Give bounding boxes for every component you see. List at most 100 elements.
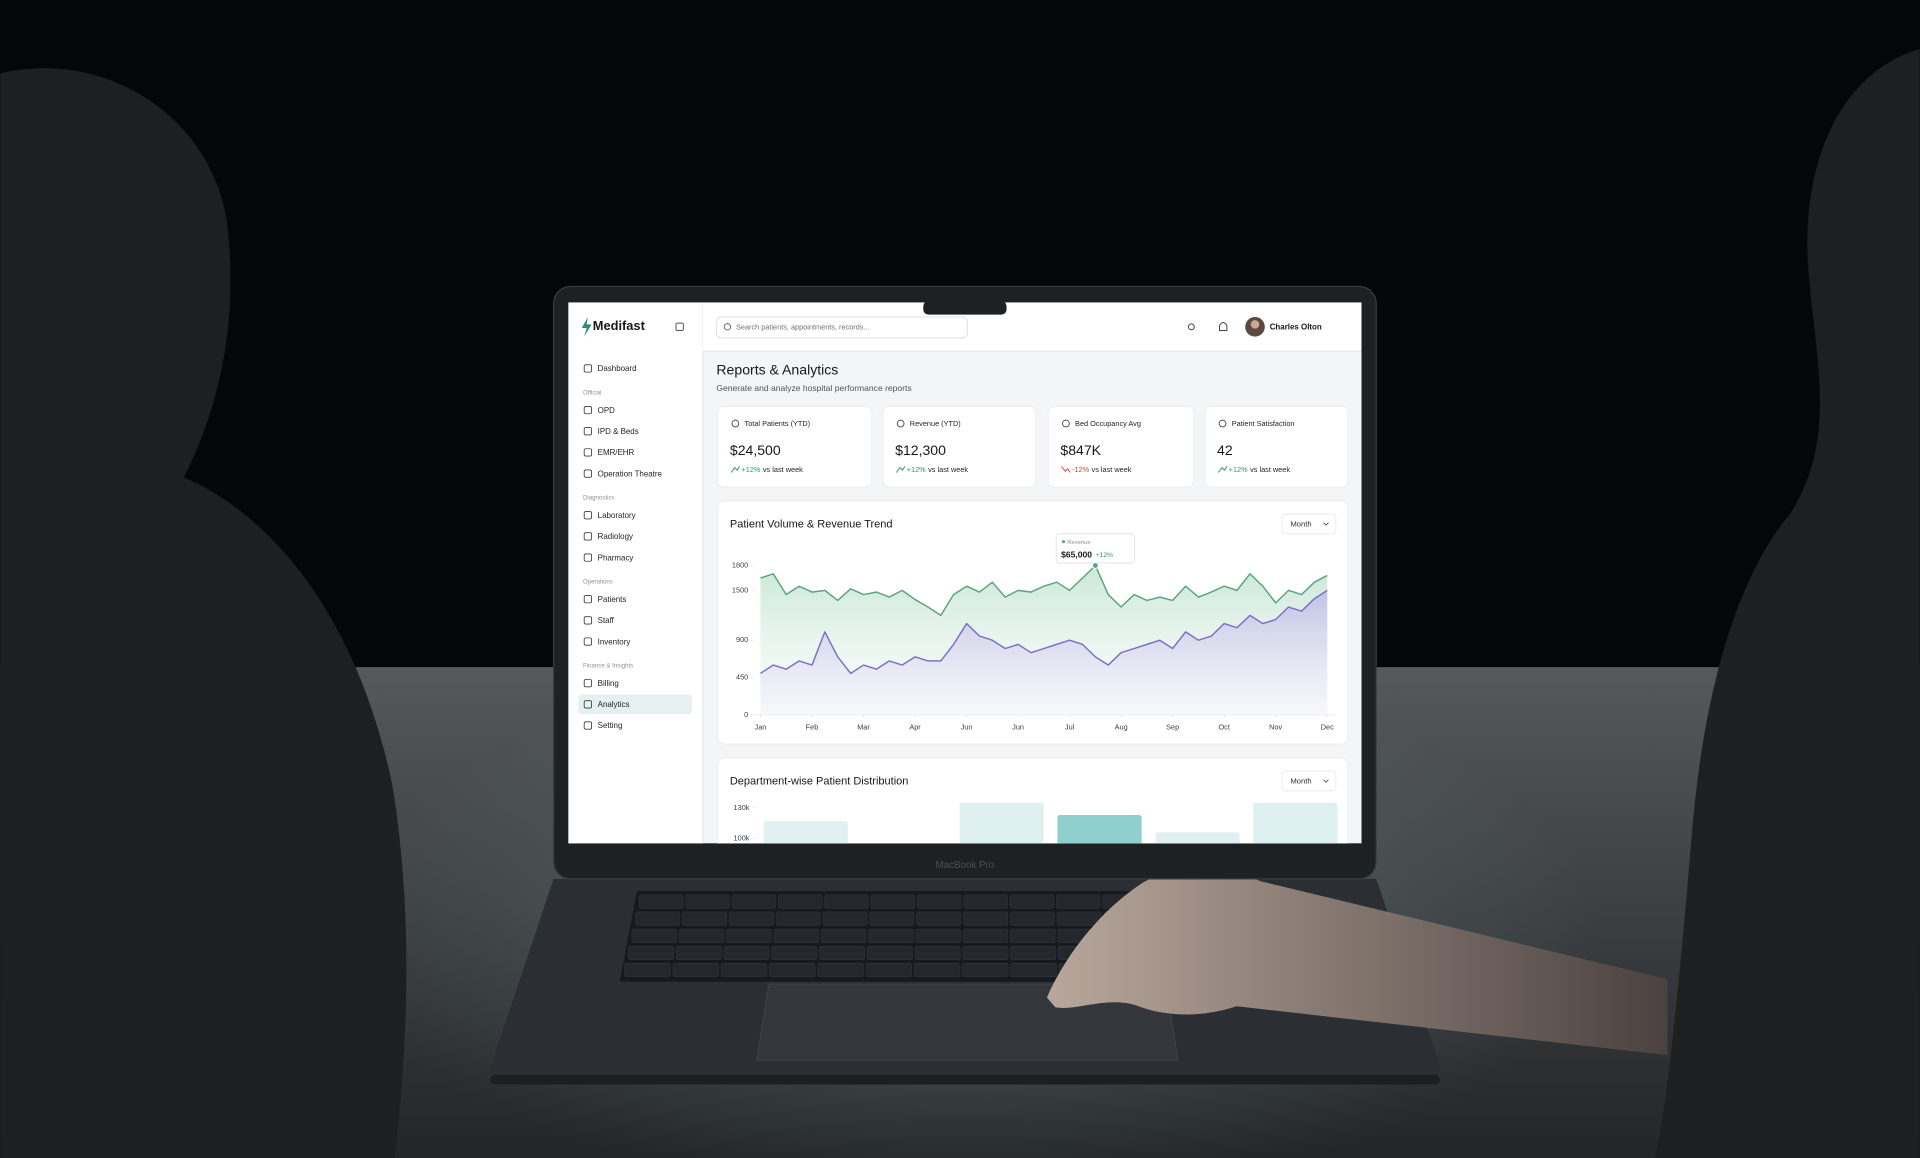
period-dropdown[interactable] [1281, 513, 1337, 535]
key [817, 963, 864, 978]
nav-icon [583, 553, 592, 562]
user-name: Charles Olton [1270, 323, 1322, 332]
x-tick-label: Mar [857, 723, 870, 732]
nav-item[interactable]: Analytics [598, 700, 630, 709]
right-person [1655, 48, 1920, 1158]
chevron [1323, 779, 1329, 783]
kpi-trend-icon [895, 466, 906, 473]
nav-icon [583, 364, 592, 373]
kpi-icon [1062, 419, 1070, 428]
nav-section: Operations [583, 579, 613, 586]
sidebar [568, 302, 703, 844]
key [635, 911, 681, 926]
trend-line [760, 589, 1328, 675]
kpi-card [1047, 405, 1195, 488]
key [914, 945, 961, 961]
key [728, 911, 774, 926]
kpi-card [1204, 405, 1349, 488]
collapse-button[interactable] [675, 322, 684, 331]
search-box[interactable] [715, 316, 968, 339]
nav-icon [583, 595, 592, 604]
nav-item[interactable]: Setting [598, 721, 623, 730]
key [1010, 928, 1056, 943]
key [773, 928, 820, 943]
tooltip-point [1091, 562, 1099, 569]
x-tick-label: Dec [1321, 723, 1334, 732]
key [726, 928, 772, 943]
nav-item[interactable]: Radiology [598, 532, 633, 541]
key [962, 945, 1009, 961]
key [678, 928, 725, 943]
nav-section: Official [583, 390, 602, 397]
x-tick-label: Sep [1166, 723, 1179, 732]
key [870, 894, 916, 909]
nav-section: Finance & Insights [583, 663, 633, 670]
key [915, 928, 961, 943]
key [775, 911, 821, 926]
laptop-label: MacBook Pro [936, 860, 995, 871]
kpi-icon [731, 419, 740, 428]
nav-item[interactable]: Billing [598, 679, 619, 688]
theme-toggle[interactable] [1187, 323, 1195, 331]
chevron [1323, 522, 1329, 526]
nav-item[interactable]: Staff [598, 616, 615, 625]
key [820, 928, 867, 943]
trend-line [760, 564, 1328, 617]
key [1056, 911, 1102, 926]
key [675, 945, 722, 961]
kpi-trend-icon [730, 466, 741, 473]
screen: Medifast Search patients, appointments, … [568, 302, 1362, 844]
period-label: Month [1291, 777, 1312, 786]
nav-icon [583, 448, 592, 457]
kpi-value: $847K [1060, 442, 1101, 458]
nav-item[interactable]: Laboratory [598, 511, 636, 520]
key [869, 911, 915, 926]
period-dropdown[interactable] [1281, 770, 1337, 792]
chart-card [717, 757, 1349, 844]
nav-icon [583, 616, 592, 625]
nav-item[interactable]: Inventory [598, 637, 631, 646]
nav-icon [583, 532, 592, 541]
nav-icon [583, 405, 592, 415]
key [624, 963, 671, 978]
x-tick-label: Aug [1115, 723, 1128, 732]
nav-item[interactable]: Operation Theatre [598, 469, 663, 478]
kpi-value: $12,300 [895, 442, 946, 458]
nav-icon [583, 511, 592, 520]
kpi-value: 42 [1217, 442, 1233, 458]
left-person [0, 68, 407, 1158]
nav-item[interactable]: OPD [598, 406, 615, 415]
key [1056, 894, 1101, 909]
bar [1057, 815, 1142, 844]
y-tick-label: 450 [736, 672, 748, 681]
key [778, 894, 823, 909]
key [1010, 963, 1057, 978]
tooltip-change: +12% [1096, 552, 1113, 559]
key [865, 963, 913, 978]
kpi-note: vs last week [1092, 465, 1132, 474]
laptop-front [489, 1074, 1440, 1085]
nav-item[interactable]: Dashboard [598, 364, 637, 373]
chart-title: Patient Volume & Revenue Trend [730, 518, 893, 530]
nav-item[interactable]: EMR/EHR [598, 448, 635, 457]
x-tick-label: Jan [755, 723, 767, 732]
kpi-label: Bed Occupancy Avg [1075, 419, 1141, 428]
nav-item[interactable]: Patients [598, 595, 627, 604]
key [963, 911, 1009, 926]
nav-icon [583, 637, 592, 646]
nav-item[interactable]: IPD & Beds [598, 427, 639, 436]
notifications[interactable] [1219, 322, 1228, 331]
x-tick-label: Feb [806, 723, 819, 732]
key [638, 894, 684, 909]
key [819, 945, 866, 961]
y-tick-label: 100k [734, 833, 750, 842]
key [868, 928, 914, 943]
nav-item[interactable]: Pharmacy [598, 553, 634, 562]
nav-icon [583, 721, 592, 730]
key [917, 894, 962, 909]
bar [763, 821, 848, 844]
key [866, 945, 913, 961]
x-tick-label: Jun [961, 723, 973, 732]
